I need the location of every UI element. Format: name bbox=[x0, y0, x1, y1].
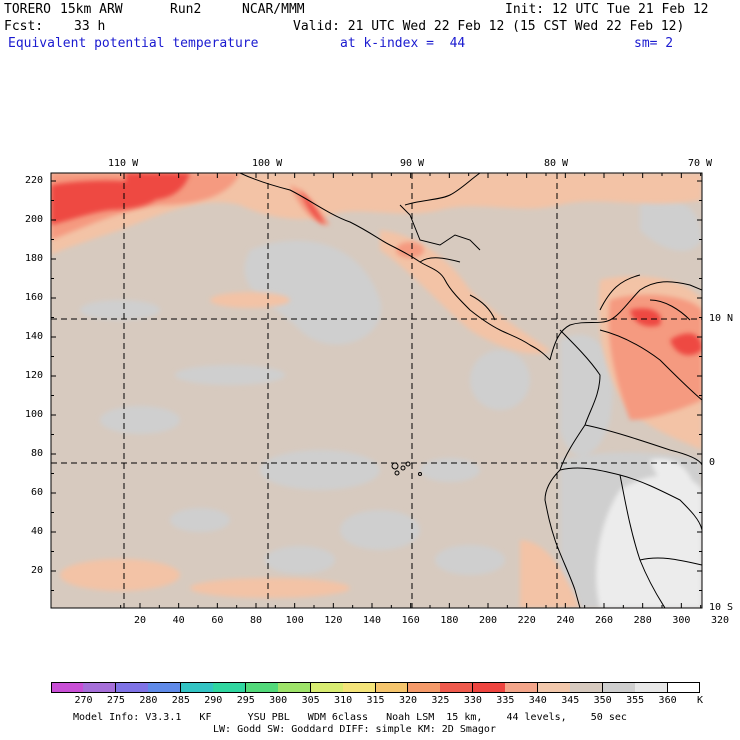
x-tick-label: 160 bbox=[401, 615, 420, 626]
light-patches bbox=[596, 458, 702, 608]
x-tick-label: 40 bbox=[172, 615, 185, 626]
x-tick-label: 140 bbox=[363, 615, 382, 626]
x-tick-label: 20 bbox=[134, 615, 147, 626]
init-time: Init: 12 UTC Tue 21 Feb 12 bbox=[505, 2, 709, 17]
colorbar-level-label: 345 bbox=[561, 695, 580, 706]
colorbar-swatch bbox=[278, 682, 312, 693]
colorbar-level-label: 320 bbox=[398, 695, 417, 706]
colorbar-level-label: 290 bbox=[204, 695, 223, 706]
physics-info: LW: Godd SW: Goddard DIFF: simple KM: 2D… bbox=[213, 724, 496, 735]
lon-label-70w: 70 W bbox=[688, 158, 713, 169]
colorbar-swatch bbox=[602, 682, 636, 693]
colorbar-level-label: 270 bbox=[74, 695, 93, 706]
colorbar-swatch bbox=[148, 682, 182, 693]
y-tick-label: 220 bbox=[25, 175, 44, 186]
model-name: TORERO bbox=[4, 2, 51, 17]
colorbar-swatch bbox=[180, 682, 214, 693]
forecast-hours: 33 h bbox=[74, 19, 106, 34]
colorbar-level-label: 335 bbox=[496, 695, 515, 706]
lon-label-110w: 110 W bbox=[108, 158, 139, 169]
colorbar-swatch bbox=[310, 682, 344, 693]
colorbar-level-label: 275 bbox=[106, 695, 125, 706]
y-tick-label: 200 bbox=[25, 214, 44, 225]
colorbar-level-label: 305 bbox=[301, 695, 320, 706]
colorbar-frame bbox=[51, 682, 700, 693]
model-resolution: 15km ARW bbox=[60, 2, 123, 17]
coastlines bbox=[239, 173, 702, 608]
y-tick-label: 20 bbox=[31, 565, 44, 576]
x-tick-label: 100 bbox=[285, 615, 304, 626]
colorbar-swatch bbox=[635, 682, 669, 693]
graticule bbox=[51, 173, 702, 608]
y-tick-label: 100 bbox=[25, 409, 44, 420]
colorbar-swatch bbox=[115, 682, 149, 693]
colorbar-level-label: 355 bbox=[626, 695, 645, 706]
smoothing-info: sm= 2 bbox=[634, 36, 674, 51]
colorbar-swatch bbox=[505, 682, 539, 693]
lon-label-100w: 100 W bbox=[252, 158, 283, 169]
x-tick-label: 60 bbox=[211, 615, 224, 626]
run-label: Run2 bbox=[170, 2, 202, 17]
lon-label-90w: 90 W bbox=[400, 158, 425, 169]
x-tick-label: 280 bbox=[633, 615, 652, 626]
colorbar-level-label: 285 bbox=[171, 695, 190, 706]
colorbar-level-label: 310 bbox=[334, 695, 353, 706]
model-info: Model Info: V3.3.1 KF YSU PBL WDM 6class… bbox=[73, 712, 627, 723]
y-tick-label: 160 bbox=[25, 292, 44, 303]
y-tick-label: 140 bbox=[25, 331, 44, 342]
colorbar-swatch bbox=[440, 682, 474, 693]
x-tick-label: 80 bbox=[250, 615, 263, 626]
valid-time: Valid: 21 UTC Wed 22 Feb 12 (15 CST Wed … bbox=[293, 19, 685, 34]
x-tick-label: 220 bbox=[517, 615, 536, 626]
colorbar-level-label: 325 bbox=[431, 695, 450, 706]
lat-label-0: 0 bbox=[709, 457, 716, 468]
x-tick-label: 120 bbox=[324, 615, 343, 626]
x-tick-label: 300 bbox=[672, 615, 691, 626]
colorbar-level-label: 330 bbox=[463, 695, 482, 706]
colorbar-unit: K bbox=[697, 695, 704, 706]
x-tick-label: 200 bbox=[479, 615, 498, 626]
field-name: Equivalent potential temperature bbox=[8, 36, 259, 51]
y-tick-label: 80 bbox=[31, 448, 44, 459]
colorbar-swatch bbox=[667, 682, 701, 693]
colorbar-level-label: 300 bbox=[269, 695, 288, 706]
colorbar-swatch bbox=[343, 682, 376, 693]
x-tick-label: 240 bbox=[556, 615, 575, 626]
colorbar-swatch bbox=[83, 682, 117, 693]
axis-ticks bbox=[51, 173, 702, 608]
colorbar-swatch bbox=[472, 682, 506, 693]
colorbar-swatch bbox=[245, 682, 279, 693]
x-tick-label: 320 bbox=[711, 615, 730, 626]
map-frame bbox=[50, 172, 703, 609]
colorbar-level-label: 295 bbox=[236, 695, 255, 706]
x-tick-label: 180 bbox=[440, 615, 459, 626]
org-label: NCAR/MMM bbox=[242, 2, 305, 17]
level-info: at k-index = 44 bbox=[340, 36, 466, 51]
forecast-label: Fcst: bbox=[4, 19, 44, 34]
colorbar-swatch bbox=[407, 682, 441, 693]
lon-label-80w: 80 W bbox=[544, 158, 569, 169]
y-tick-label: 180 bbox=[25, 253, 44, 264]
lat-label-10s: 10 S bbox=[709, 602, 734, 613]
colorbar-swatch bbox=[570, 682, 604, 693]
colorbar-level-label: 360 bbox=[658, 695, 677, 706]
y-tick-label: 60 bbox=[31, 487, 44, 498]
lat-label-10n: 10 N bbox=[709, 313, 734, 324]
colorbar-level-label: 350 bbox=[593, 695, 612, 706]
colorbar-level-label: 315 bbox=[366, 695, 385, 706]
y-tick-label: 40 bbox=[31, 526, 44, 537]
x-tick-label: 260 bbox=[595, 615, 614, 626]
y-tick-label: 120 bbox=[25, 370, 44, 381]
colorbar-level-label: 340 bbox=[528, 695, 547, 706]
colorbar-level-label: 280 bbox=[139, 695, 158, 706]
